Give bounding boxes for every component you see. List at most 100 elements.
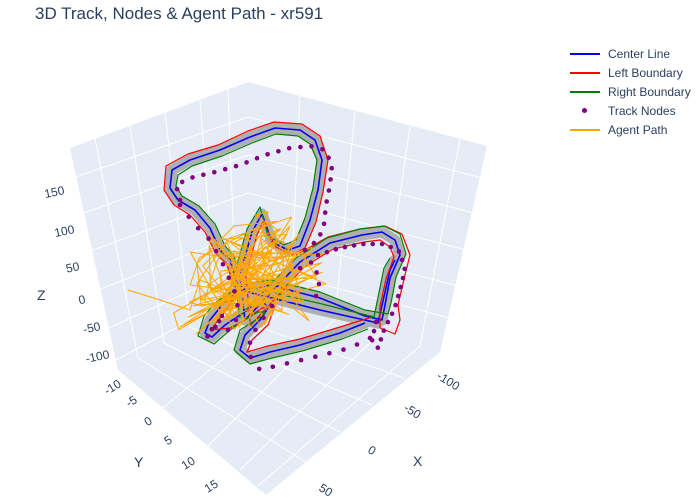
z-tick-label: -100: [84, 347, 111, 366]
track-node: [385, 319, 391, 325]
x-tick-label: 0: [365, 443, 378, 459]
track-node: [321, 221, 327, 227]
legend: Center Line Left Boundary Right Boundary Tr…: [568, 44, 691, 139]
track-node: [388, 244, 394, 250]
track-node: [375, 345, 381, 351]
track-node: [256, 366, 262, 372]
track-node: [378, 337, 384, 342]
track-node: [342, 244, 348, 250]
track-node: [276, 149, 281, 154]
legend-label: Track Nodes: [608, 103, 676, 118]
track-node: [174, 186, 180, 192]
z-tick-label: -50: [82, 319, 102, 336]
agent-path-layer: [127, 211, 327, 335]
track-node: [298, 144, 303, 150]
track-node: [393, 302, 398, 308]
track-node: [396, 249, 402, 254]
track-node: [220, 261, 226, 267]
track-node: [201, 172, 206, 178]
track-node: [341, 347, 346, 352]
track-node: [313, 354, 318, 360]
track-node: [284, 361, 290, 366]
legend-marker-icon: [568, 106, 602, 116]
track-node: [232, 289, 237, 294]
track-node: [179, 179, 185, 185]
track-node: [399, 257, 405, 263]
track-node: [318, 232, 323, 237]
y-tick-label: -5: [123, 392, 140, 410]
track-node: [265, 152, 270, 157]
track-node: [326, 188, 332, 193]
pane-floor: [118, 292, 440, 495]
track-node: [270, 364, 276, 370]
track-node: [216, 318, 222, 324]
track-node: [212, 169, 217, 175]
x-tick-label: -50: [401, 401, 423, 422]
legend-line-icon: [568, 125, 602, 135]
track-node: [398, 284, 404, 290]
legend-item[interactable]: Agent Path: [568, 120, 691, 139]
track-node: [235, 303, 240, 308]
chart-title: 3D Track, Nodes & Agent Path - xr591: [35, 4, 324, 23]
track-node: [320, 147, 325, 152]
track-node: [190, 175, 195, 180]
track-node: [286, 145, 292, 151]
track-node: [209, 326, 215, 332]
z-tick-label: 50: [65, 259, 81, 276]
track-node: [195, 225, 201, 231]
y-tick-label: 0: [141, 414, 154, 430]
track-node: [324, 249, 330, 255]
track-node: [253, 327, 258, 333]
x-axis-title: X: [413, 453, 423, 469]
track-node: [233, 163, 239, 169]
z-tick-label: 100: [53, 222, 76, 240]
track-node: [298, 357, 304, 363]
legend-label: Agent Path: [608, 122, 668, 137]
track-node: [206, 236, 211, 241]
track-node: [328, 177, 333, 182]
track-node: [389, 311, 395, 317]
legend-label: Right Boundary: [608, 84, 691, 99]
track-node: [329, 165, 335, 171]
track-node: [361, 241, 366, 247]
track-node: [316, 281, 322, 287]
track-node: [244, 160, 249, 165]
track-node: [177, 197, 183, 203]
y-tick-label: 15: [202, 477, 221, 496]
track-node: [313, 293, 319, 299]
right-boundary: [175, 133, 407, 365]
center-line: [169, 127, 401, 359]
track-node: [261, 315, 266, 321]
track-node: [370, 241, 376, 247]
track-node: [373, 319, 379, 325]
z-axis-title: Z: [37, 287, 46, 303]
legend-item[interactable]: Left Boundary: [568, 63, 691, 82]
legend-item[interactable]: Track Nodes: [568, 101, 691, 120]
z-tick-label: 0: [77, 292, 87, 307]
pane-right: [248, 82, 487, 352]
track-node: [308, 260, 314, 265]
x-tick-label: -100: [434, 369, 462, 394]
track-node: [400, 275, 406, 281]
track-node: [297, 265, 303, 271]
y-tick-label: -10: [101, 376, 123, 397]
track-node: [233, 317, 239, 323]
track-node: [315, 252, 321, 258]
track-node: [225, 327, 231, 333]
track-node: [248, 354, 254, 360]
legend-label: Center Line: [608, 46, 671, 61]
track-node: [333, 247, 339, 252]
track-node: [186, 214, 192, 220]
legend-item[interactable]: Right Boundary: [568, 82, 691, 101]
agent-path: [127, 211, 327, 335]
track-node: [395, 293, 401, 299]
legend-item[interactable]: Center Line: [568, 44, 691, 63]
track-node: [381, 328, 387, 333]
track-node: [354, 342, 360, 347]
track-node: [226, 275, 232, 281]
track-node: [205, 334, 210, 339]
track-node: [379, 241, 385, 247]
track-node: [213, 248, 219, 254]
